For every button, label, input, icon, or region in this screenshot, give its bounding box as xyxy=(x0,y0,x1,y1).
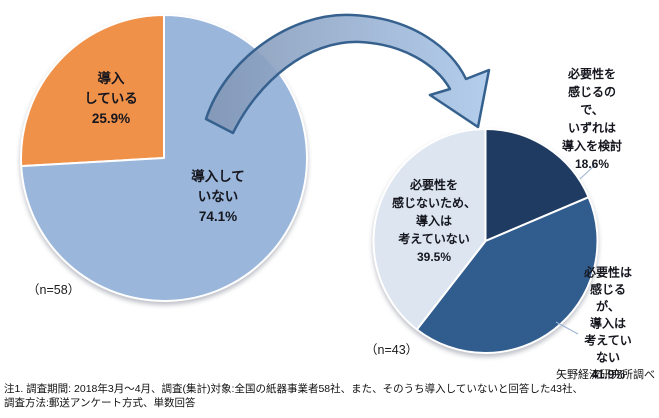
footnote-line1: 注1. 調査期間: 2018年3月～4月、調査(集計)対象:全国の紙器事業者58… xyxy=(4,383,583,395)
right-pie xyxy=(372,128,599,354)
leader-line-18-6 xyxy=(579,163,597,180)
label-hitsuyousei-kanjinai: 必要性を 感じないため、 導入は 考えていない 39.5% xyxy=(391,178,477,264)
label-dounyu-shiteiru: 導入 している 25.9% xyxy=(84,71,138,126)
pie-slice-1-2 xyxy=(372,128,487,331)
footnote-line2: 調査方法:郵送アンケート方式、単数回答 xyxy=(4,397,196,409)
label-hitsuyousei-kentou: 必要性を 感じるので、 いずれは 導入を検討 18.6% xyxy=(561,67,622,171)
label-dounyu-shiteinai: 導入して いない 74.1% xyxy=(191,169,245,224)
n-label-58: （n=58） xyxy=(27,283,81,297)
pie-slice-0-0 xyxy=(20,14,165,168)
source-note: 矢野経済研究所調べ xyxy=(556,369,655,381)
pie-slice-1-1 xyxy=(415,196,599,354)
curved-arrow-icon xyxy=(204,13,491,135)
leader-line-41-9 xyxy=(555,321,579,335)
n-label-43: （n=43） xyxy=(365,343,419,357)
label-hitsuyousei-kangaeteinai: 必要性は 感じるが、 導入は 考えていない 41.9% xyxy=(583,265,632,382)
pie-slice-1-0 xyxy=(484,128,590,242)
